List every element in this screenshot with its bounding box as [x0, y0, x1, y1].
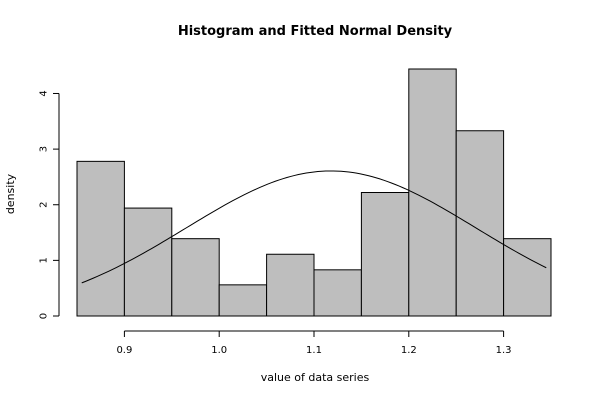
x-tick-label: 0.9 [116, 345, 132, 356]
histogram-bar-8 [408, 68, 457, 317]
y-axis-label: density [4, 173, 17, 214]
x-axis: 0.9 1.0 1.1 1.2 1.3 [116, 330, 512, 356]
y-tick-label: 4 [39, 90, 50, 96]
histogram-bar-3 [171, 238, 220, 317]
x-tick-label: 1.3 [496, 345, 512, 356]
y-tick-label: 2 [39, 202, 50, 208]
y-tick-label: 3 [39, 146, 50, 152]
histogram-bar-5 [266, 253, 315, 317]
y-tick-label: 0 [39, 313, 50, 319]
fitted-normal-curve [81, 170, 547, 284]
y-tick-label: 1 [39, 257, 50, 263]
x-tick-label: 1.2 [401, 345, 417, 356]
histogram-bar-2 [123, 207, 173, 317]
x-tick-label: 1.1 [306, 345, 322, 356]
x-tick-label: 1.0 [211, 345, 227, 356]
histogram-bar-10 [503, 238, 552, 317]
histogram-bar-4 [218, 284, 268, 317]
histogram-bars [76, 68, 552, 317]
y-axis: 0 1 2 3 4 [39, 90, 60, 319]
histogram-bar-6 [313, 269, 362, 317]
chart-title: Histogram and Fitted Normal Density [178, 24, 453, 39]
histogram-bar-9 [455, 130, 505, 317]
histogram-bar-7 [360, 192, 410, 317]
histogram-bar-1 [76, 160, 125, 317]
x-axis-label: value of data series [261, 371, 370, 384]
